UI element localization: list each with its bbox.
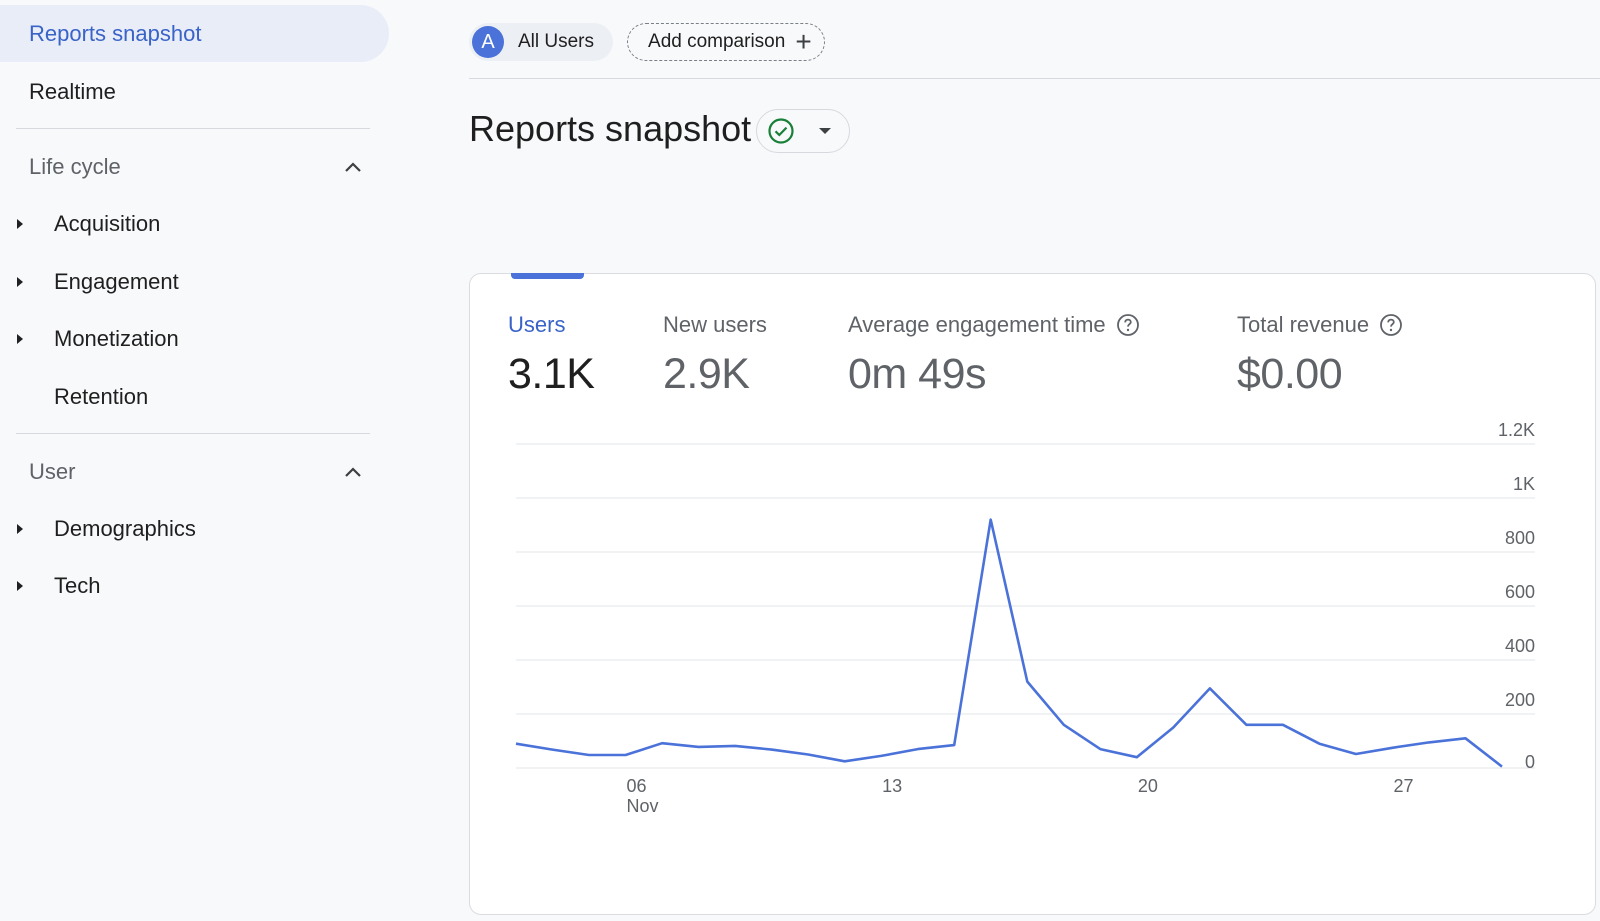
- sidebar-item-label: Engagement: [54, 269, 179, 294]
- sidebar-item-monetization[interactable]: Monetization: [0, 317, 370, 361]
- sidebar-item-label: Retention: [54, 384, 149, 409]
- y-tick-label: 1K: [1513, 474, 1535, 494]
- sidebar-item-retention[interactable]: Retention: [0, 375, 370, 419]
- y-tick-label: 0: [1525, 752, 1535, 772]
- caret-right-icon: [0, 581, 54, 591]
- sidebar-item-engagement[interactable]: Engagement: [0, 260, 370, 304]
- sidebar-item-demographics[interactable]: Demographics: [0, 507, 370, 551]
- y-tick-label: 800: [1505, 528, 1535, 548]
- nav-item-label: Realtime: [29, 78, 116, 104]
- sidebar-item-label: Demographics: [54, 516, 196, 541]
- sidebar-item-label: Monetization: [54, 326, 179, 351]
- help-icon[interactable]: [1379, 313, 1403, 337]
- y-tick-label: 1.2K: [1498, 420, 1535, 440]
- metric-value: 3.1K: [508, 350, 595, 398]
- add-comparison-label: Add comparison: [648, 31, 786, 52]
- add-comparison-button[interactable]: Add comparison +: [627, 23, 825, 61]
- metric-value: $0.00: [1237, 350, 1343, 398]
- caret-right-icon: [0, 277, 54, 287]
- section-title: User: [29, 459, 76, 484]
- report-status-dropdown[interactable]: [756, 109, 850, 153]
- metric-tab-new-users[interactable]: New users 2.9K: [663, 310, 767, 399]
- x-tick-label: 20: [1138, 776, 1158, 796]
- avatar: A: [472, 26, 504, 58]
- sidebar-divider: [16, 128, 370, 129]
- metric-value: 2.9K: [663, 350, 750, 398]
- sidebar-item-label: Acquisition: [54, 211, 161, 236]
- metric-tab-users[interactable]: Users 3.1K: [508, 310, 595, 399]
- y-tick-label: 600: [1505, 582, 1535, 602]
- segment-chip-all-users[interactable]: A All Users: [469, 23, 614, 61]
- section-header-life-cycle[interactable]: Life cycle: [0, 147, 370, 187]
- metric-tab-average-engagement-time[interactable]: Average engagement time 0m 49s: [848, 310, 1140, 399]
- sidebar: Reports snapshot Realtime Life cycle Acq…: [0, 0, 400, 921]
- check-circle-icon: [768, 118, 794, 144]
- y-tick-label: 200: [1505, 690, 1535, 710]
- caret-right-icon: [0, 219, 54, 229]
- comparison-bar: A All Users Add comparison +: [469, 22, 825, 62]
- users-series-line: [515, 518, 1503, 768]
- caret-right-icon: [0, 334, 54, 344]
- page-title: Reports snapshot: [469, 108, 752, 149]
- chevron-up-icon: [340, 459, 366, 485]
- y-tick-label: 400: [1505, 636, 1535, 656]
- metric-tab-total-revenue[interactable]: Total revenue $0.00: [1237, 310, 1403, 399]
- chevron-up-icon: [340, 154, 366, 180]
- x-tick-label: 13: [882, 776, 902, 796]
- caret-right-icon: [0, 524, 54, 534]
- metric-label: New users: [663, 312, 767, 337]
- active-tab-indicator: [511, 273, 584, 279]
- sidebar-item-acquisition[interactable]: Acquisition: [0, 202, 370, 246]
- sidebar-divider: [16, 433, 370, 434]
- x-tick-label: 06: [627, 776, 647, 796]
- x-tick-sublabel: Nov: [627, 796, 659, 816]
- metric-label: Average engagement time: [848, 312, 1106, 337]
- metric-label: Total revenue: [1237, 312, 1370, 337]
- x-tick-label: 27: [1393, 776, 1413, 796]
- metric-label: Users: [508, 312, 566, 337]
- sidebar-item-tech[interactable]: Tech: [0, 564, 370, 608]
- header-divider: [469, 78, 1600, 79]
- sidebar-item-label: Tech: [54, 573, 101, 598]
- help-icon[interactable]: [1116, 313, 1140, 337]
- segment-chip-label: All Users: [518, 31, 595, 52]
- dropdown-arrow-icon: [819, 128, 831, 134]
- nav-item-realtime[interactable]: Realtime: [0, 63, 389, 120]
- plus-icon: +: [795, 26, 812, 57]
- metrics-card: Users 3.1K New users 2.9K Average engage…: [469, 273, 1596, 915]
- nav-item-label: Reports snapshot: [29, 20, 202, 46]
- section-title: Life cycle: [29, 154, 121, 179]
- nav-item-reports-snapshot[interactable]: Reports snapshot: [0, 5, 389, 62]
- metric-value: 0m 49s: [848, 350, 987, 398]
- section-header-user[interactable]: User: [0, 452, 370, 492]
